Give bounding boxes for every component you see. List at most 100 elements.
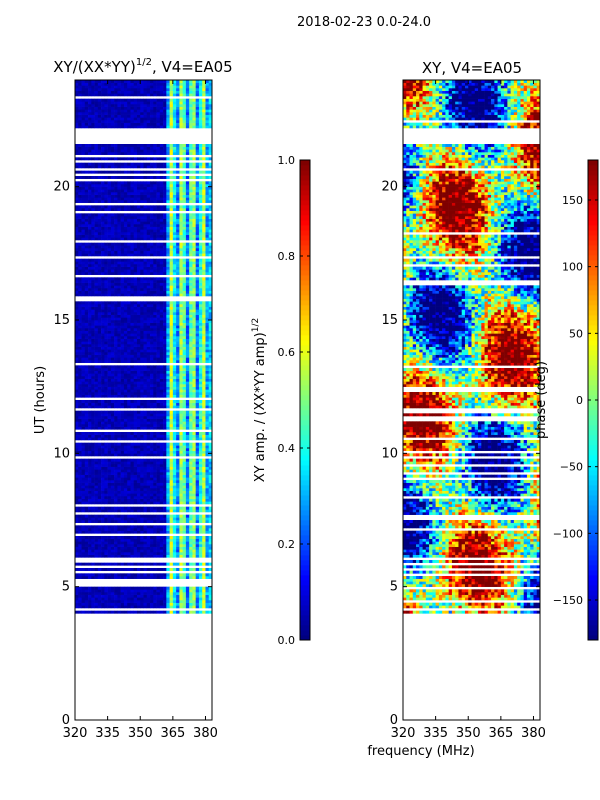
- heatmap-cell: [163, 469, 167, 473]
- heatmap-cell: [91, 389, 95, 393]
- heatmap-cell: [150, 386, 154, 390]
- heatmap-cell: [159, 541, 164, 545]
- heatmap-cell: [143, 368, 148, 371]
- heatmap-cell: [198, 458, 203, 462]
- heatmap-cell: [114, 552, 118, 555]
- heatmap-cell: [120, 368, 125, 371]
- heatmap-cell: [146, 373, 151, 377]
- heatmap-cell: [120, 320, 125, 323]
- heatmap-cell: [84, 325, 89, 329]
- heatmap-cell: [185, 312, 190, 315]
- heatmap-cell: [140, 602, 144, 606]
- heatmap-cell: [84, 568, 89, 571]
- heatmap-cell: [120, 394, 125, 398]
- heatmap-cell: [166, 269, 170, 273]
- heatmap-cell: [163, 461, 167, 465]
- heatmap-cell: [192, 365, 196, 369]
- heatmap-cell: [101, 573, 105, 577]
- heatmap-cell: [192, 506, 196, 510]
- heatmap-cell: [182, 602, 187, 606]
- heatmap-cell: [75, 554, 79, 558]
- heatmap-cell: [94, 501, 99, 505]
- heatmap-cell: [130, 341, 135, 345]
- heatmap-cell: [179, 477, 183, 481]
- heatmap-cell: [179, 368, 183, 371]
- heatmap-cell: [143, 602, 148, 606]
- heatmap-cell: [91, 306, 95, 310]
- heatmap-cell: [114, 317, 118, 321]
- heatmap-cell: [192, 285, 196, 289]
- heatmap-cell: [166, 573, 170, 577]
- heatmap-cell: [84, 450, 89, 454]
- heatmap-cell: [101, 485, 105, 489]
- heatmap-cell: [75, 538, 79, 542]
- heatmap-cell: [101, 304, 105, 307]
- heatmap-cell: [123, 424, 128, 427]
- heatmap-cell: [150, 418, 154, 422]
- heatmap-cell: [88, 250, 92, 254]
- heatmap-cell: [120, 373, 125, 377]
- heatmap-cell: [101, 234, 105, 238]
- heatmap-cell: [166, 426, 170, 430]
- heatmap-cell: [133, 357, 138, 361]
- heatmap-cell: [208, 474, 213, 478]
- heatmap-cell: [182, 600, 187, 603]
- heatmap-cell: [208, 341, 213, 345]
- heatmap-cell: [143, 394, 148, 398]
- heatmap-cell: [192, 376, 196, 379]
- heatmap-cell: [198, 312, 203, 315]
- heatmap-cell: [198, 424, 203, 427]
- heatmap-cell: [179, 498, 183, 502]
- heatmap-cell: [114, 498, 118, 502]
- heatmap-cell: [192, 517, 196, 521]
- heatmap-cell: [127, 333, 131, 337]
- heatmap-cell: [176, 506, 180, 510]
- heatmap-cell: [123, 386, 128, 390]
- heatmap-cell: [195, 336, 200, 339]
- heatmap-cell: [172, 368, 177, 371]
- heatmap-cell: [97, 474, 102, 478]
- heatmap-cell: [114, 349, 118, 353]
- heatmap-cell: [123, 357, 128, 361]
- heatmap-cell: [88, 589, 92, 593]
- heatmap-cell: [153, 496, 157, 499]
- heatmap-cell: [208, 485, 213, 489]
- heatmap-cell: [166, 376, 170, 379]
- heatmap-cell: [163, 389, 167, 393]
- heatmap-cell: [123, 453, 128, 457]
- heatmap-cell: [84, 312, 89, 315]
- heatmap-cell: [185, 368, 190, 371]
- heatmap-cell: [163, 333, 167, 337]
- heatmap-cell: [81, 357, 86, 361]
- heatmap-cell: [185, 264, 190, 267]
- heatmap-cell: [182, 437, 187, 441]
- heatmap-cell: [104, 242, 108, 246]
- heatmap-cell: [202, 277, 206, 281]
- heatmap-cell: [189, 490, 193, 494]
- heatmap-cell: [189, 472, 193, 475]
- heatmap-cell: [208, 253, 213, 257]
- heatmap-cell: [182, 568, 187, 571]
- heatmap-cell: [114, 482, 118, 486]
- heatmap-cell: [172, 290, 177, 294]
- heatmap-cell: [127, 546, 131, 550]
- heatmap-cell: [195, 384, 200, 387]
- heatmap-cell: [97, 285, 102, 289]
- heatmap-cell: [133, 496, 138, 499]
- heatmap-cell: [182, 445, 187, 449]
- heatmap-cell: [91, 437, 95, 441]
- heatmap-cell: [205, 552, 210, 555]
- heatmap-cell: [198, 602, 203, 606]
- heatmap-cell: [133, 453, 138, 457]
- heatmap-cell: [88, 432, 92, 435]
- heatmap-cell: [130, 469, 135, 473]
- heatmap-cell: [75, 426, 79, 430]
- heatmap-cell: [182, 330, 187, 334]
- heatmap-cell: [150, 493, 154, 497]
- heatmap-cell: [84, 370, 89, 374]
- heatmap-cell: [166, 349, 170, 353]
- heatmap-cell: [101, 442, 105, 446]
- heatmap-cell: [136, 469, 141, 473]
- heatmap-cell: [179, 320, 183, 323]
- heatmap-cell: [176, 269, 180, 273]
